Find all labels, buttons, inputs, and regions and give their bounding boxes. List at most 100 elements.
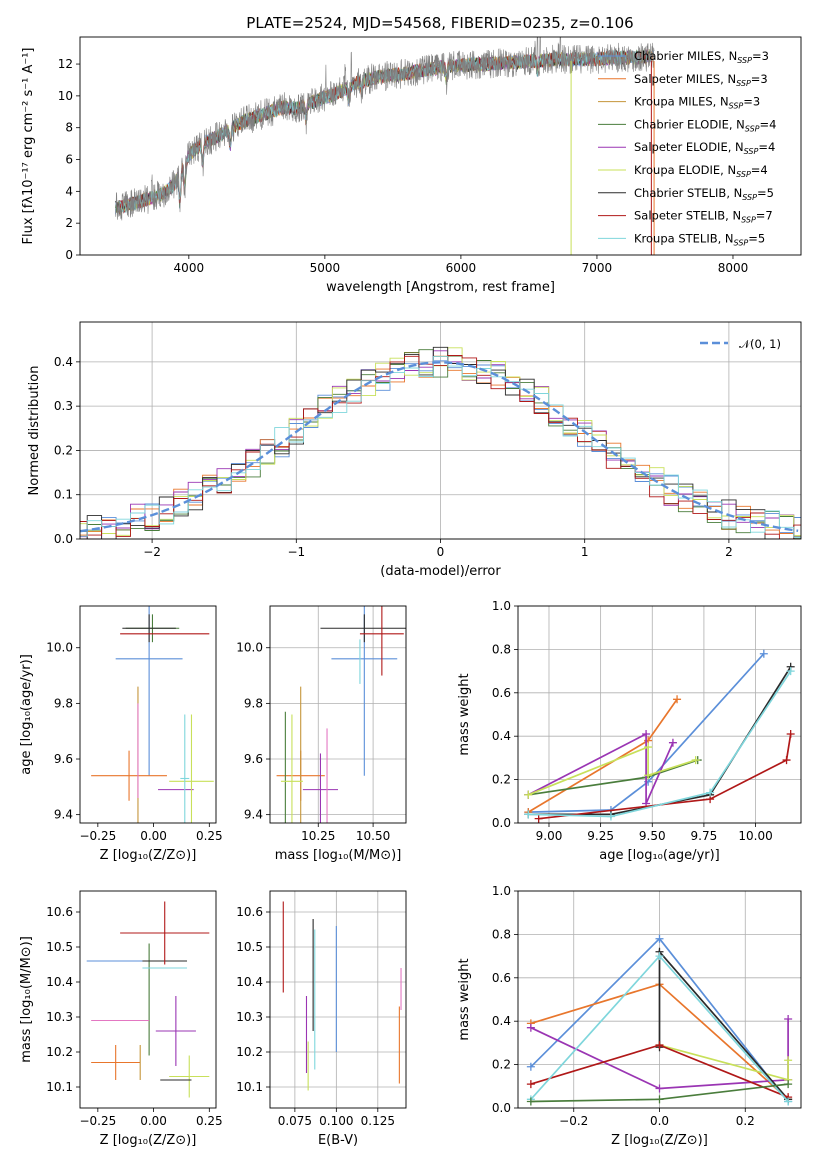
series-marker (782, 756, 791, 765)
axes-frame (517, 605, 802, 824)
panels: 4000 5000 6000 7000 8000024681012wavelength … (19, 36, 802, 1148)
y-tick-label: 2 (65, 216, 73, 230)
errorbar-point (331, 606, 398, 776)
series-marker (655, 952, 664, 961)
x-tick-label: 1 (581, 545, 589, 559)
x-tick-label: −0.2 (559, 1114, 588, 1128)
errorbar-point (180, 714, 190, 823)
y-tick-label: 0.2 (492, 773, 511, 787)
x-tick-label: 5000 (310, 261, 341, 275)
mass-vs-Z-panel: −0.25 0.00 0.25 10.1 10.2 10.3 10.4 10.5 10.6 Z [… (19, 890, 223, 1148)
x-tick-label: 10.25 (301, 829, 335, 843)
y-tick-label: 0.0 (492, 816, 511, 830)
x-tick-label: 10.00 (738, 829, 772, 843)
mass-weight-vs-Z-panel: −0.2 0.0 0.2 0.0 0.2 0.4 0.6 0.8 1.0 Z [log₁₀(Z/Z… (457, 884, 802, 1148)
y-axis-label: mass weight (457, 673, 472, 755)
x-tick-label: 9.75 (691, 829, 718, 843)
x-tick-label: 0.0 (650, 1114, 669, 1128)
y-tick-label: 0.2 (492, 1058, 511, 1072)
y-tick-label: 10.3 (46, 1010, 73, 1024)
y-tick-label: 10.2 (46, 1045, 73, 1059)
age-vs-mass-errorbars (276, 606, 406, 823)
y-axis-label: age [log₁₀(age/yr)] (19, 654, 34, 775)
y-tick-label: 10.4 (46, 975, 73, 989)
x-axis-label: Z [log₁₀(Z/Z⊙)] (611, 1133, 708, 1148)
series-line (530, 1019, 789, 1090)
x-tick-label: 0.100 (319, 1114, 353, 1128)
normal-curve (80, 361, 799, 533)
y-tick-label: 10.6 (46, 905, 73, 919)
mass-vs-EBV-panel: 0.075 0.100 0.125 10.1 10.2 10.3 10.4 10.5 10.6 E… (236, 890, 407, 1148)
y-tick-label: 0.4 (492, 1014, 511, 1028)
mass-weight-vs-Z-series (526, 934, 793, 1106)
x-tick-label: 2 (725, 545, 733, 559)
legend-entry: Salpeter ELODIE, NSSP=4 (634, 140, 775, 156)
errorbar-point (122, 614, 176, 643)
residuals-legend: 𝒩(0, 1) (700, 337, 781, 351)
y-tick-label: 9.8 (244, 696, 263, 710)
series-line (528, 670, 792, 818)
errorbar-point (91, 1045, 141, 1080)
y-tick-label: 0.6 (492, 686, 511, 700)
observed-spectrum (115, 37, 655, 221)
y-tick-label: 10.5 (46, 940, 73, 954)
x-tick-label: 0.2 (736, 1114, 755, 1128)
age-vs-Z-errorbars (91, 606, 214, 823)
y-tick-label: 10.3 (236, 1010, 263, 1024)
errorbar-point (169, 714, 214, 823)
y-tick-label: 12 (58, 57, 73, 71)
series-marker (655, 1041, 664, 1050)
legend-entry: Chabrier MILES, NSSP=3 (634, 49, 769, 65)
y-tick-label: 1.0 (492, 884, 511, 898)
x-tick-label: 0.00 (140, 829, 167, 843)
series-marker (644, 743, 653, 752)
axes-frame (269, 890, 407, 1109)
mass-weight-vs-age-series (524, 649, 795, 823)
series-marker (786, 730, 795, 739)
legend-entry: Salpeter MILES, NSSP=3 (634, 72, 768, 88)
mass-weight-vs-age-panel: 9.00 9.25 9.50 9.75 10.00 0.0 0.2 0.4 0.6 0.8 1.0 a… (457, 599, 802, 863)
spectrum-lines (115, 37, 655, 255)
series-marker (706, 788, 715, 797)
legend-entry: Kroupa MILES, NSSP=3 (634, 95, 760, 111)
y-tick-label: 0 (65, 248, 73, 262)
series-marker (526, 1062, 535, 1071)
y-tick-label: 0.8 (492, 927, 511, 941)
x-tick-label: 0 (437, 545, 445, 559)
series-marker (524, 810, 533, 819)
legend-entry: 𝒩(0, 1) (739, 337, 781, 351)
y-axis-label: mass weight (457, 958, 472, 1040)
axes-frame (517, 890, 802, 1109)
y-tick-label: 10 (58, 89, 73, 103)
y-axis-label: Normed distribution (27, 366, 42, 496)
x-tick-label: 9.00 (536, 829, 563, 843)
errorbar-point (169, 1055, 210, 1098)
series-marker (606, 812, 615, 821)
y-tick-label: 0.4 (492, 729, 511, 743)
x-axis-label: mass [log₁₀(M/M⊙)] (275, 848, 402, 863)
legend-entry: Chabrier STELIB, NSSP=5 (634, 186, 774, 202)
x-tick-label: −0.25 (79, 829, 116, 843)
y-tick-label: 0.1 (54, 488, 73, 502)
x-tick-label: 0.075 (278, 1114, 312, 1128)
errorbar-point (280, 714, 303, 823)
series-marker (526, 1080, 535, 1089)
series-line (527, 745, 696, 796)
figure-title: PLATE=2524, MJD=54568, FIBERID=0235, z=0… (246, 14, 633, 32)
residual-histograms (80, 346, 801, 539)
y-tick-label: 9.4 (54, 808, 73, 822)
x-tick-label: 0.25 (196, 829, 223, 843)
series-marker (784, 1056, 793, 1065)
mass-vs-EBV-errorbars (282, 901, 402, 1091)
legend-entry: Kroupa STELIB, NSSP=5 (634, 231, 765, 247)
y-tick-label: 0.0 (492, 1101, 511, 1115)
series-marker (642, 730, 651, 739)
x-axis-label: (data-model)/error (380, 564, 501, 579)
age-vs-mass-panel: 10.25 10.50 9.4 9.6 9.8 10.0 mass [log₁₀(M/M⊙)… (236, 605, 407, 863)
y-tick-label: 10.4 (236, 975, 263, 989)
x-tick-label: 8000 (718, 261, 749, 275)
series-marker (526, 1023, 535, 1032)
y-tick-label: 10.2 (236, 1045, 263, 1059)
residuals-panel: −2 −1 0 1 2 0.0 0.1 0.2 0.3 0.4 (data-model)/error… (27, 321, 802, 579)
